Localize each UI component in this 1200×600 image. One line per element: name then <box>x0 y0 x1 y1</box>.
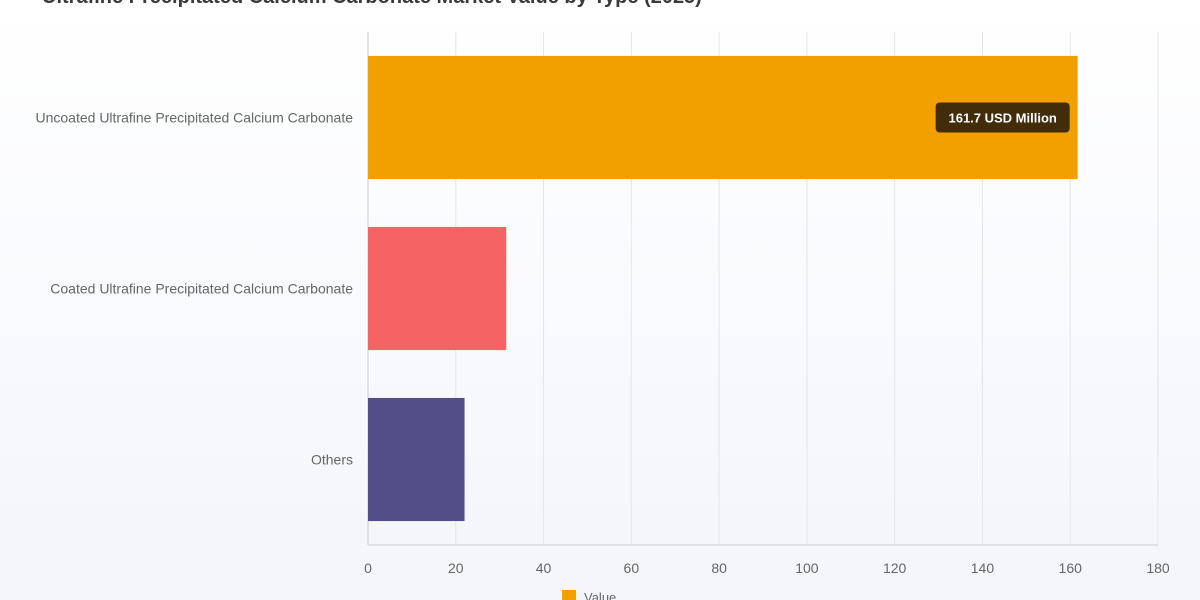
tooltip-box <box>935 102 1070 133</box>
legend[interactable]: Value <box>562 590 616 600</box>
x-axis-ticks: 0 20 40 60 80 100 120 140 160 180 <box>364 560 1170 576</box>
x-tick-label: 0 <box>364 560 372 576</box>
x-tick-label: 100 <box>795 560 819 576</box>
category-label: Coated Ultrafine Precipitated Calcium Ca… <box>50 281 353 297</box>
x-tick-label: 60 <box>624 560 640 576</box>
legend-label[interactable]: Value <box>584 590 616 600</box>
x-tick-label: 120 <box>883 560 907 576</box>
category-labels: Uncoated Ultrafine Precipitated Calcium … <box>36 110 354 468</box>
tooltip-label: 161.7 USD Million <box>948 111 1056 126</box>
x-tick-label: 20 <box>448 560 464 576</box>
legend-swatch[interactable] <box>562 590 576 600</box>
x-tick-label: 40 <box>536 560 552 576</box>
category-label: Uncoated Ultrafine Precipitated Calcium … <box>36 110 354 126</box>
x-tick-label: 140 <box>971 560 995 576</box>
tooltip: 161.7 USD Million <box>935 102 1070 133</box>
chart-title: Ultrafine Precipitated Calcium Carbonate… <box>42 0 702 9</box>
bar[interactable] <box>368 397 465 522</box>
x-tick-label: 80 <box>711 560 727 576</box>
x-tick-label: 160 <box>1059 560 1083 576</box>
category-label: Others <box>311 452 353 468</box>
bar[interactable] <box>368 226 507 351</box>
x-tick-label: 180 <box>1146 560 1170 576</box>
